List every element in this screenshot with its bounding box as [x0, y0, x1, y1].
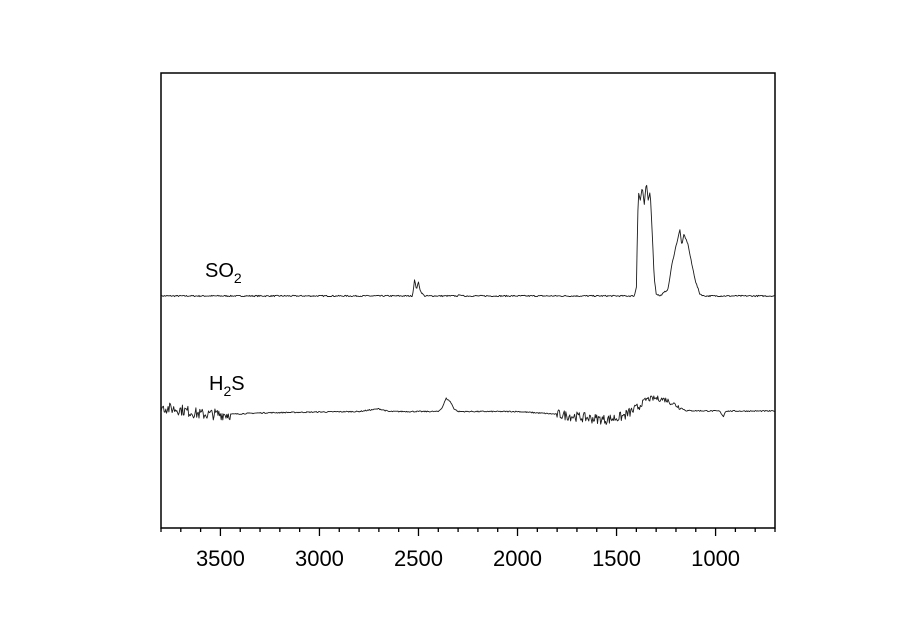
x-tick-label: 3000 — [295, 546, 344, 571]
series-lines — [160, 184, 776, 425]
series-label-so2: SO2 — [205, 260, 242, 286]
x-axis-ticks — [160, 528, 776, 536]
x-tick-label: 1500 — [592, 546, 641, 571]
x-tick-label: 2500 — [394, 546, 443, 571]
x-tick-label: 2000 — [493, 546, 542, 571]
series-label-h2s: H2S — [209, 373, 245, 399]
series-line-so2 — [160, 184, 775, 298]
plot-frame — [160, 72, 776, 529]
x-tick-label: 1000 — [691, 546, 740, 571]
x-tick-label: 3500 — [196, 546, 245, 571]
x-axis-tick-labels: 3500 3000 2500 2000 1500 1000 — [196, 546, 740, 571]
series-line-h2s — [160, 395, 776, 425]
